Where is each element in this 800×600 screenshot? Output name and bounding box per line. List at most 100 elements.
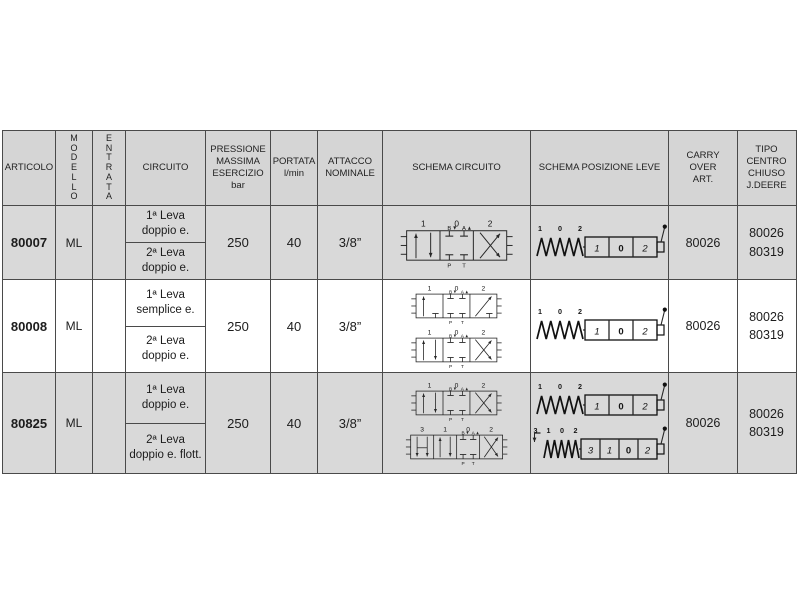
cell-pressione: 250 xyxy=(206,373,271,473)
svg-text:1: 1 xyxy=(538,307,542,316)
svg-text:2: 2 xyxy=(641,402,648,413)
svg-text:P: P xyxy=(449,417,452,422)
svg-text:1: 1 xyxy=(538,382,542,391)
svg-text:2: 2 xyxy=(578,382,582,391)
header-articolo: ARTICOLO xyxy=(3,131,56,205)
svg-text:B: B xyxy=(449,289,452,295)
svg-text:1: 1 xyxy=(594,243,599,254)
header-tipo-centro: TIPO CENTRO CHIUSO J.DEERE xyxy=(746,143,787,192)
svg-text:2: 2 xyxy=(482,286,486,293)
cell-carry-over: 80026 xyxy=(669,373,738,473)
header-pressione-unit: bar xyxy=(231,180,245,192)
cell-circuito: 1ª Leva doppio e. 2ª Leva doppio e. flott… xyxy=(126,373,206,473)
svg-text:1: 1 xyxy=(428,286,432,293)
cell-schema-circuito: 1 0 2 B A P T 1 0 2 B A P T xyxy=(383,280,531,372)
cell-attacco: 3/8” xyxy=(318,206,383,279)
svg-text:B: B xyxy=(461,430,464,436)
cell-schema-posizione-leve: 1 0 2 1 0 2 xyxy=(531,206,669,279)
table-row: 80825 ML 1ª Leva doppio e. 2ª Leva doppio e… xyxy=(3,372,796,473)
valve-schematic: 1 0 2 B A P T xyxy=(411,383,502,422)
svg-text:0: 0 xyxy=(618,402,623,413)
svg-text:T: T xyxy=(461,320,464,325)
svg-text:1: 1 xyxy=(594,402,599,413)
table-row: 80007 ML 1ª Leva doppio e. 2ª Leva doppio e… xyxy=(3,205,796,279)
cell-schema-posizione-leve: 1 0 2 1 0 2 xyxy=(531,280,669,372)
circuit-label: 2ª Leva doppio e. flott. xyxy=(126,422,205,474)
svg-text:T: T xyxy=(472,461,475,466)
cell-attacco: 3/8” xyxy=(318,280,383,372)
valve-schematic: 1 0 2 B A P T xyxy=(411,330,502,369)
header-portata-unit: l/min xyxy=(283,168,305,179)
header-entrata: E N T R A T A xyxy=(93,131,126,205)
header-pressione: PRESSIONE MASSIMA ESERCIZIO bar xyxy=(206,131,271,205)
svg-text:0: 0 xyxy=(455,383,459,390)
svg-text:1: 1 xyxy=(594,327,599,338)
cell-carry-over: 80026 xyxy=(669,280,738,372)
valve-schematic: 1 0 2 B A P T xyxy=(411,286,502,325)
svg-text:2: 2 xyxy=(578,224,582,233)
svg-text:1: 1 xyxy=(606,446,611,457)
svg-text:A: A xyxy=(462,225,466,231)
svg-text:2: 2 xyxy=(489,427,493,434)
svg-text:0: 0 xyxy=(558,307,562,316)
svg-text:2: 2 xyxy=(488,218,493,228)
cell-articolo: 80825 xyxy=(3,373,56,473)
table-row: 80008 ML 1ª Leva semplice e. 2ª Leva doppio… xyxy=(3,279,796,372)
svg-text:1: 1 xyxy=(428,330,432,337)
svg-text:1: 1 xyxy=(443,427,447,434)
svg-text:B: B xyxy=(447,225,451,231)
cell-tipo-centro: 80026 80319 xyxy=(749,309,784,342)
lever-position-schematic: 3 1 0 23 1 0 2 xyxy=(532,426,667,460)
svg-text:3: 3 xyxy=(533,426,537,435)
svg-text:A: A xyxy=(461,333,465,339)
svg-text:2: 2 xyxy=(573,426,577,435)
svg-text:1: 1 xyxy=(428,383,432,390)
svg-text:A: A xyxy=(461,386,465,392)
cell-circuito: 1ª Leva doppio e. 2ª Leva doppio e. xyxy=(126,206,206,279)
svg-text:A: A xyxy=(461,289,465,295)
header-schema-posizione-leve: SCHEMA POSIZIONE LEVE xyxy=(531,131,669,205)
header-attacco: ATTACCO NOMINALE xyxy=(318,131,383,205)
svg-text:0: 0 xyxy=(618,327,623,338)
cell-articolo: 80008 xyxy=(3,280,56,372)
svg-text:0: 0 xyxy=(560,426,564,435)
header-carry-over: CARRY OVER ART. xyxy=(669,131,738,205)
table-body: 80007 ML 1ª Leva doppio e. 2ª Leva doppio e… xyxy=(3,205,796,473)
table-header: ARTICOLO M O D E L L O E N T R A T A CIR… xyxy=(3,131,796,205)
svg-text:2: 2 xyxy=(643,446,650,457)
header-pressione-label: PRESSIONE MASSIMA ESERCIZIO xyxy=(210,143,266,179)
cell-portata: 40 xyxy=(271,206,318,279)
lever-position-schematic: 1 0 2 1 0 2 xyxy=(535,224,667,258)
valve-schematic: 1 0 2 B A P T xyxy=(400,218,513,269)
svg-text:B: B xyxy=(449,386,452,392)
circuit-label: 2ª Leva doppio e. xyxy=(126,325,205,373)
lever-position-schematic: 1 0 2 1 0 2 xyxy=(535,382,667,416)
svg-text:0: 0 xyxy=(454,218,459,228)
cell-articolo: 80007 xyxy=(3,206,56,279)
cell-modello: ML xyxy=(56,373,93,473)
cell-circuito: 1ª Leva semplice e. 2ª Leva doppio e. xyxy=(126,280,206,372)
svg-text:1: 1 xyxy=(546,426,550,435)
cell-tipo-centro: 80026 80319 xyxy=(749,226,784,259)
cell-modello: ML xyxy=(56,280,93,372)
lever-position-schematic: 1 0 2 1 0 2 xyxy=(535,307,667,341)
cell-entrata xyxy=(93,280,126,372)
cell-carry-over: 80026 xyxy=(669,206,738,279)
svg-text:0: 0 xyxy=(466,427,470,434)
svg-text:2: 2 xyxy=(482,383,486,390)
svg-text:0: 0 xyxy=(625,446,630,457)
header-modello: M O D E L L O xyxy=(56,131,93,205)
svg-text:P: P xyxy=(449,320,452,325)
svg-text:T: T xyxy=(462,263,466,268)
svg-text:P: P xyxy=(447,263,451,268)
cell-tipo-centro: 80026 80319 xyxy=(749,406,784,439)
svg-text:0: 0 xyxy=(455,286,459,293)
svg-text:T: T xyxy=(461,417,464,422)
cell-attacco: 3/8” xyxy=(318,373,383,473)
svg-text:3: 3 xyxy=(420,427,424,434)
svg-text:P: P xyxy=(461,461,464,466)
circuit-label: 2ª Leva doppio e. xyxy=(126,242,205,279)
svg-text:0: 0 xyxy=(558,224,562,233)
cell-modello: ML xyxy=(56,206,93,279)
cell-pressione: 250 xyxy=(206,206,271,279)
